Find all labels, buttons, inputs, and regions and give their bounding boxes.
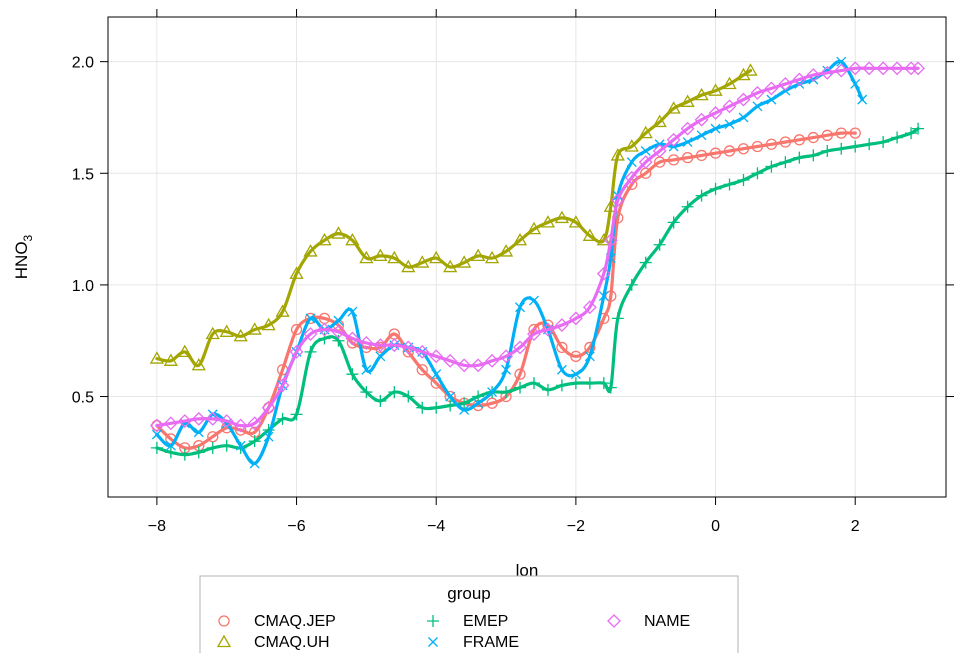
series-line xyxy=(155,127,920,457)
data-point xyxy=(290,323,303,336)
data-point xyxy=(303,244,318,257)
data-point xyxy=(275,304,290,317)
data-point xyxy=(514,368,526,380)
data-point xyxy=(289,266,304,279)
data-point xyxy=(624,170,639,185)
plot-panel xyxy=(107,16,947,498)
data-point xyxy=(876,61,891,76)
data-point xyxy=(556,341,568,354)
legend-label: EMEP xyxy=(463,613,508,630)
y-tick-label: 1.0 xyxy=(72,278,94,295)
data-point xyxy=(596,266,611,281)
series-line xyxy=(155,59,864,466)
x-tick-label: 2 xyxy=(851,518,860,535)
data-point xyxy=(207,431,219,443)
legend-symbol xyxy=(607,614,621,628)
x-tick-label: −4 xyxy=(427,518,445,535)
series-cmaq-uh xyxy=(149,63,758,371)
legend-label: FRAME xyxy=(463,634,519,651)
legend-title: group xyxy=(447,584,490,603)
data-point xyxy=(582,300,597,315)
legend-label: CMAQ.JEP xyxy=(254,613,336,630)
legend-item-cmaq-uh: CMAQ.UH xyxy=(216,634,330,651)
data-point xyxy=(387,338,402,353)
legend-item-emep: EMEP xyxy=(427,613,508,630)
data-point xyxy=(890,61,905,76)
grid-lines xyxy=(108,17,946,497)
data-point xyxy=(596,232,611,246)
legend-label: NAME xyxy=(644,613,690,630)
data-point xyxy=(416,364,428,376)
data-point xyxy=(904,61,919,76)
y-tick-label: 2.0 xyxy=(72,55,94,72)
series-line xyxy=(155,131,857,450)
legend-box xyxy=(199,575,739,658)
series-cmaq-jep xyxy=(151,127,861,454)
data-point xyxy=(262,402,275,414)
legend: group CMAQ.JEP CMAQ.UH EMEP FRAME NAME xyxy=(199,575,739,658)
legend-label: CMAQ.UH xyxy=(254,634,330,651)
data-point xyxy=(275,378,290,393)
series-layer xyxy=(149,56,925,469)
series-name xyxy=(149,61,925,433)
data-point xyxy=(911,61,925,76)
y-tick-label: 1.5 xyxy=(72,166,94,183)
data-point xyxy=(205,411,220,426)
x-tick-label: 0 xyxy=(711,518,720,535)
data-point xyxy=(848,61,863,76)
legend-item-name: NAME xyxy=(607,613,690,630)
y-axis-label-base: HNO xyxy=(12,241,31,279)
data-point xyxy=(317,322,332,337)
series-line xyxy=(155,69,753,368)
legend-symbol xyxy=(218,615,230,627)
x-tick-label: −2 xyxy=(567,518,585,535)
series-line xyxy=(155,66,920,428)
data-point xyxy=(862,61,877,76)
axes: −8 −6 −4 −2 0 2 0.5 1.0 1.5 2.0 xyxy=(72,9,954,535)
y-axis-label-subscript: 3 xyxy=(21,234,35,241)
x-tick-label: −6 xyxy=(287,518,305,535)
legend-symbol xyxy=(428,637,438,647)
series-frame xyxy=(151,56,868,469)
x-axis-label: lon xyxy=(516,561,539,580)
data-point xyxy=(261,400,276,415)
y-tick-label: 0.5 xyxy=(72,390,94,407)
legend-item-frame: FRAME xyxy=(428,634,519,651)
legend-item-cmaq-jep: CMAQ.JEP xyxy=(218,613,336,630)
y-axis-label: HNO3 xyxy=(12,234,35,279)
legend-symbol xyxy=(427,615,439,627)
x-tick-label: −8 xyxy=(148,518,166,535)
data-point xyxy=(289,344,304,359)
legend-symbol xyxy=(216,634,232,648)
data-point xyxy=(743,63,758,76)
data-point xyxy=(191,411,206,426)
